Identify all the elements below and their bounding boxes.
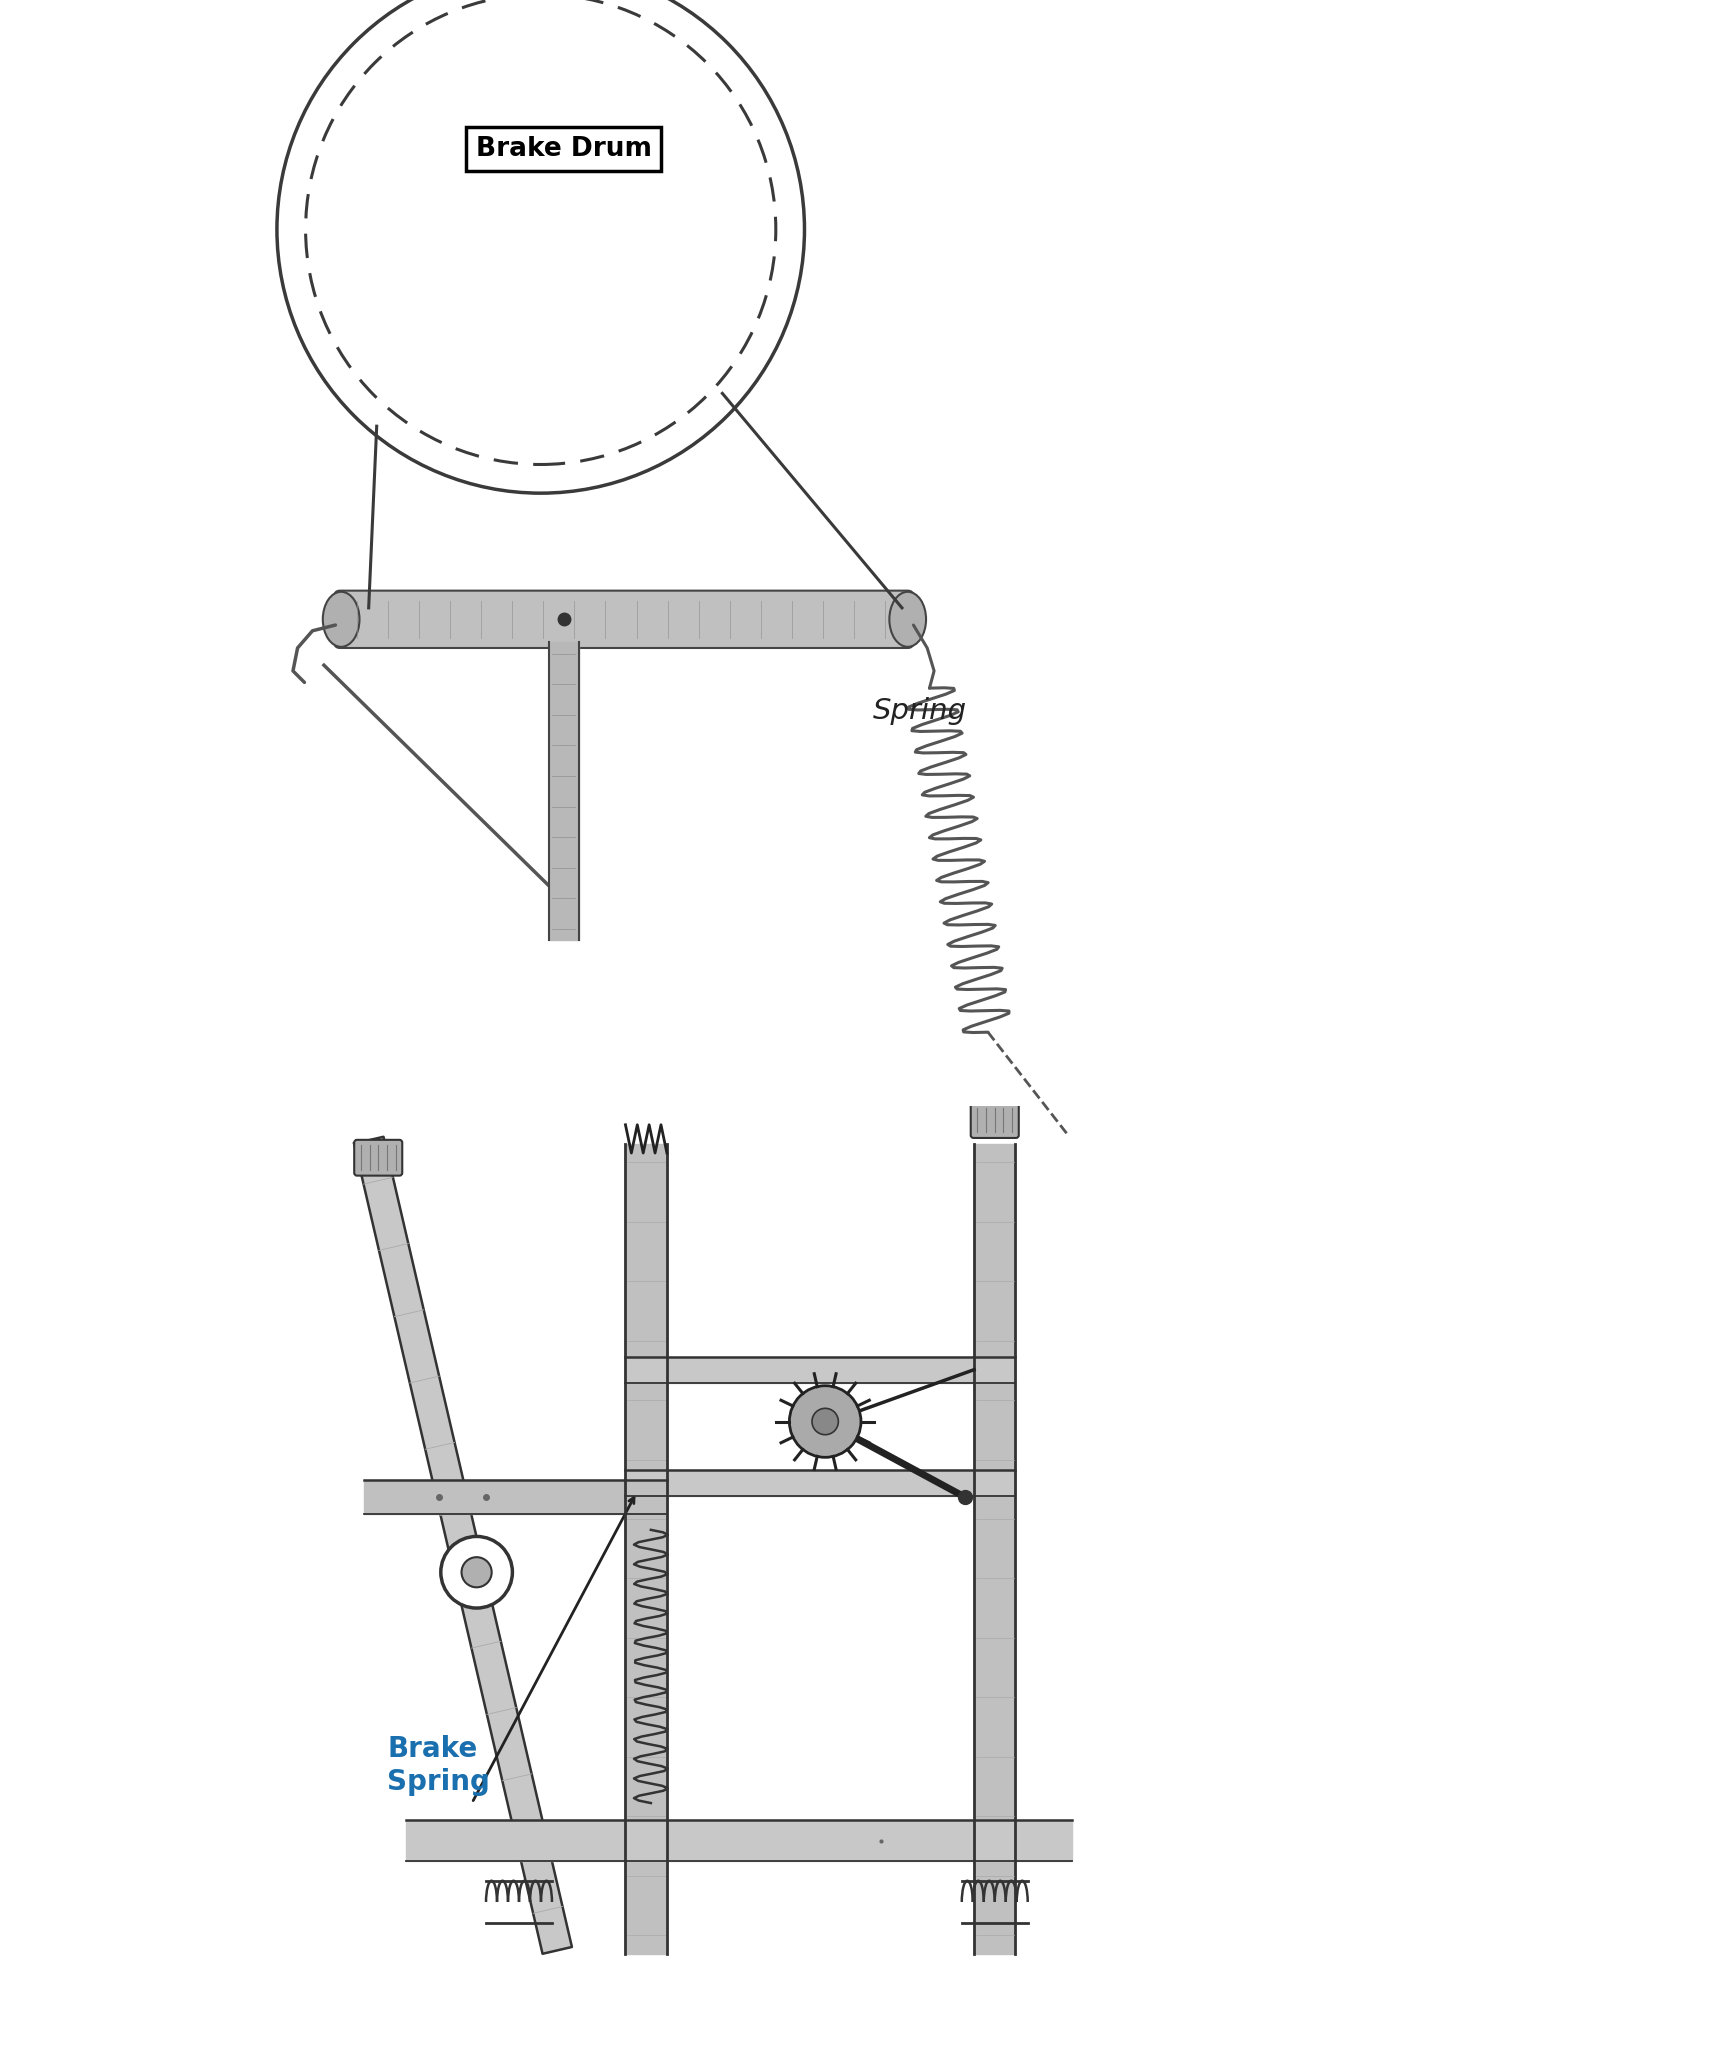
Circle shape xyxy=(462,1556,491,1587)
Ellipse shape xyxy=(322,592,360,647)
FancyBboxPatch shape xyxy=(334,590,913,647)
Circle shape xyxy=(441,1536,512,1608)
Ellipse shape xyxy=(889,592,926,647)
FancyBboxPatch shape xyxy=(355,1141,401,1176)
Polygon shape xyxy=(355,1137,571,1954)
Circle shape xyxy=(811,1409,837,1436)
FancyBboxPatch shape xyxy=(971,1102,1019,1139)
Text: Spring: Spring xyxy=(874,696,967,725)
Circle shape xyxy=(789,1386,860,1458)
Text: Brake
Spring: Brake Spring xyxy=(388,1735,490,1796)
Text: Brake Drum: Brake Drum xyxy=(476,135,650,162)
